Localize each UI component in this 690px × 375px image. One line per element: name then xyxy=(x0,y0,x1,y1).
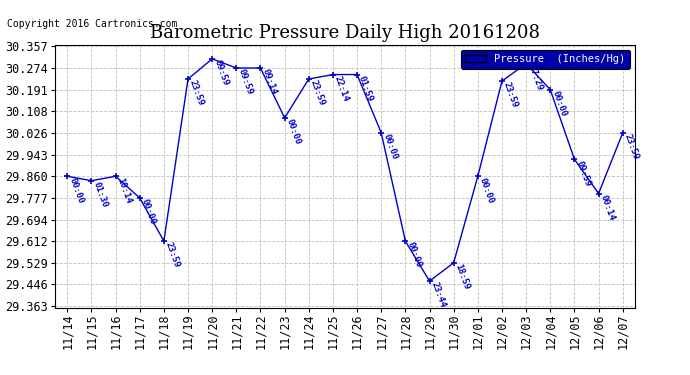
Text: Copyright 2016 Cartronics.com: Copyright 2016 Cartronics.com xyxy=(7,19,177,29)
Text: 00:00: 00:00 xyxy=(477,176,495,205)
Text: 00:14: 00:14 xyxy=(598,194,616,222)
Text: 00:00: 00:00 xyxy=(68,176,85,205)
Text: 22:14: 22:14 xyxy=(333,75,351,103)
Text: 01:30: 01:30 xyxy=(91,181,109,209)
Text: 23:59: 23:59 xyxy=(502,81,520,110)
Legend: Pressure  (Inches/Hg): Pressure (Inches/Hg) xyxy=(461,50,629,69)
Title: Barometric Pressure Daily High 20161208: Barometric Pressure Daily High 20161208 xyxy=(150,24,540,42)
Text: 00:00: 00:00 xyxy=(139,198,157,226)
Text: 09:59: 09:59 xyxy=(213,59,230,87)
Text: 10:14: 10:14 xyxy=(115,176,133,205)
Text: 09:59: 09:59 xyxy=(574,159,592,188)
Text: 01:59: 01:59 xyxy=(357,75,375,103)
Text: 09:14: 09:14 xyxy=(260,68,278,96)
Text: 00:00: 00:00 xyxy=(550,90,568,118)
Text: 09:59: 09:59 xyxy=(236,68,254,96)
Text: 23:59: 23:59 xyxy=(164,241,181,269)
Text: 23:59: 23:59 xyxy=(308,79,326,107)
Text: 23:59: 23:59 xyxy=(188,79,206,107)
Text: 07:29: 07:29 xyxy=(526,64,544,92)
Text: 23:44: 23:44 xyxy=(429,281,447,309)
Text: 00:00: 00:00 xyxy=(405,241,423,269)
Text: 00:00: 00:00 xyxy=(284,118,302,146)
Text: 00:00: 00:00 xyxy=(381,133,399,161)
Text: 23:59: 23:59 xyxy=(622,133,640,161)
Text: 18:59: 18:59 xyxy=(454,263,471,291)
